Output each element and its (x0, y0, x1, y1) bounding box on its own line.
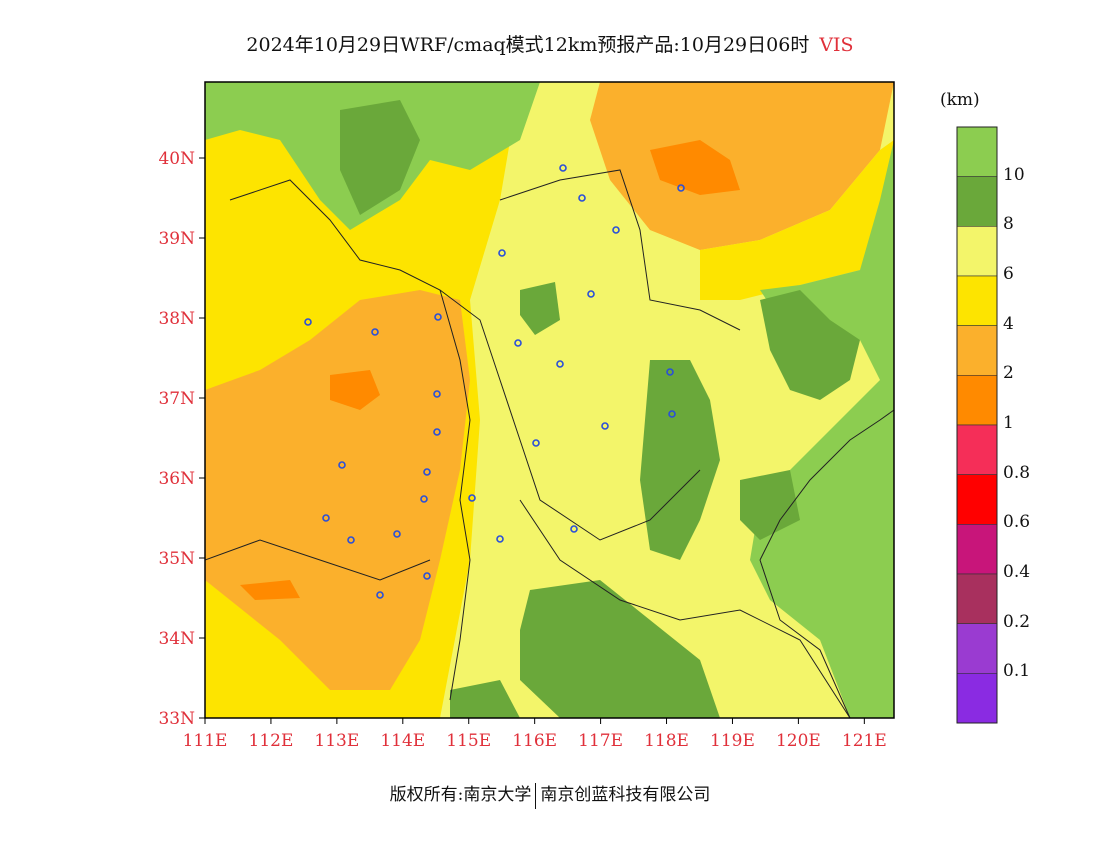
lon-tick-label: 112E (249, 731, 294, 751)
vis-region-darkgreen-sw (450, 680, 520, 718)
city-marker (423, 572, 431, 580)
city-marker (393, 530, 401, 538)
footer-separator (535, 782, 537, 809)
lat-tick-label: 39N (158, 229, 195, 249)
city-marker (578, 194, 586, 202)
lat-tick-label: 33N (158, 709, 195, 729)
vis-region-orange-northeast (590, 82, 894, 250)
lon-tick-label: 116E (512, 731, 557, 751)
lon-tick-label: 113E (314, 731, 359, 751)
colorbar-label: 0.4 (1003, 562, 1031, 582)
city-marker (347, 536, 355, 544)
city-marker (666, 368, 674, 376)
city-marker (322, 514, 330, 522)
vis-region-green-east (750, 140, 894, 718)
city-marker (498, 249, 506, 257)
colorbar-label: 1 (1003, 413, 1014, 433)
city-marker (468, 494, 476, 502)
vis-region-darkgreen-small (520, 282, 560, 335)
city-marker (420, 495, 428, 503)
city-markers (304, 164, 685, 599)
lat-tick-label: 36N (158, 469, 195, 489)
colorbar-label: 4 (1003, 313, 1014, 334)
lon-tick-label: 117E (578, 731, 623, 751)
colorbar-label: 0.6 (1003, 512, 1031, 533)
city-marker (601, 422, 609, 430)
vis-region-darkorange-2 (240, 580, 300, 600)
lat-axis: 40N 39N 38N 37N 36N 35N 34N 33N (158, 149, 205, 729)
colorbar-label: 0.1 (1003, 661, 1031, 682)
lon-axis: 111E 112E 113E 114E 115E 116E 117E 118E 119E 120E… (183, 718, 887, 751)
boundary-line-3 (499, 169, 741, 331)
vis-region-darkgreen-south (520, 580, 720, 718)
lon-tick-label: 111E (183, 731, 228, 751)
vis-region-yellow-ne (700, 140, 894, 300)
city-marker (434, 313, 442, 321)
city-marker (668, 410, 676, 418)
city-marker (376, 591, 384, 599)
lon-tick-label: 114E (380, 731, 425, 751)
colorbar-label: 2 (1003, 363, 1014, 384)
colorbar-unit: (km) (940, 90, 980, 110)
city-marker (612, 226, 620, 234)
city-marker (304, 318, 312, 326)
vis-region-darkgreen-east-1 (760, 290, 860, 400)
vis-region-darkgreen-east-2 (740, 470, 800, 540)
visibility-field (205, 82, 894, 718)
boundary-line-5 (205, 539, 431, 581)
city-marker (371, 328, 379, 336)
boundary-line-1 (229, 179, 701, 541)
city-marker (338, 461, 346, 469)
lat-tick-label: 37N (158, 389, 195, 409)
city-marker (433, 428, 441, 436)
city-marker (556, 360, 564, 368)
boundary-line-2 (439, 289, 471, 701)
colorbar-label: 6 (1003, 264, 1014, 284)
footer-right: 南京创蓝科技有限公司 (540, 785, 711, 805)
lon-tick-label: 118E (644, 731, 689, 751)
city-marker (587, 290, 595, 298)
lat-tick-label: 38N (158, 309, 195, 329)
lon-tick-label: 120E (776, 731, 821, 751)
city-marker (496, 535, 504, 543)
city-marker (423, 468, 431, 476)
coastline-2 (759, 559, 851, 718)
lon-tick-label: 119E (710, 731, 755, 751)
city-marker (514, 339, 522, 347)
boundary-line-4 (519, 499, 851, 718)
map-frame (204, 81, 895, 719)
lat-tick-label: 35N (158, 549, 195, 569)
colorbar-label: 8 (1003, 214, 1014, 235)
lon-tick-label: 115E (446, 731, 491, 751)
city-marker (433, 390, 441, 398)
chart-title: 2024年10月29日WRF/cmaq模式12km预报产品:10月29日06时 V… (0, 30, 1100, 57)
city-marker (677, 184, 685, 192)
colorbar-label: 0.8 (1003, 462, 1031, 483)
coastline-1 (759, 409, 894, 561)
vis-region-darkorange-ne (650, 140, 740, 195)
lon-tick-label: 121E (842, 731, 887, 751)
title-variable: VIS (819, 34, 854, 56)
footer-left: 版权所有:南京大学 (389, 785, 532, 805)
city-marker (570, 525, 578, 533)
colorbar-label: 0.2 (1003, 611, 1031, 632)
footer: 版权所有:南京大学 南京创蓝科技有限公司 (0, 780, 1100, 809)
title-main: 2024年10月29日WRF/cmaq模式12km预报产品:10月29日06时 (246, 34, 810, 56)
vis-region-darkorange-1 (330, 370, 380, 410)
vis-region-darkgreen-nw (340, 100, 420, 215)
colorbar-label: 10 (1003, 164, 1025, 185)
city-marker (532, 439, 540, 447)
city-marker (559, 164, 567, 172)
lat-tick-label: 34N (158, 629, 195, 649)
lat-tick-label: 40N (158, 149, 195, 169)
